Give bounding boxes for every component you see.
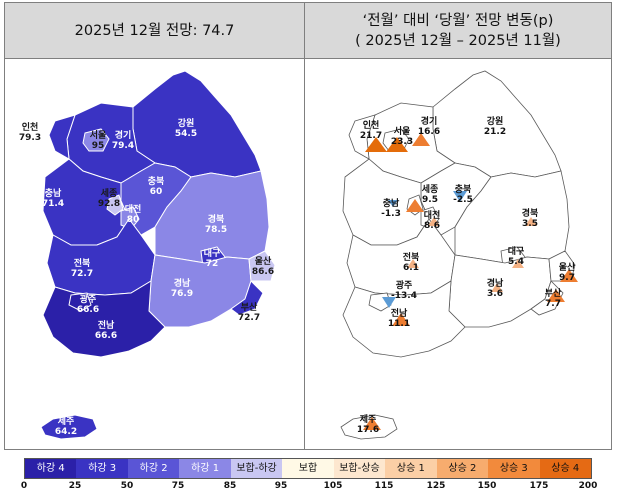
- label-daegu: 대구 72: [203, 249, 221, 269]
- legend-seg-rise-3: 상승 3: [488, 459, 540, 478]
- legend-seg-fall-3: 하강 3: [76, 459, 128, 478]
- label-change-busan: 부산 7.7: [544, 289, 562, 309]
- label-change-ulsan: 울산 9.7: [558, 263, 576, 283]
- legend-tick: 75: [171, 481, 185, 491]
- region-seoul: [82, 128, 110, 152]
- legend-tick: 115: [374, 481, 394, 491]
- legend-tick: 25: [68, 481, 82, 491]
- legend-seg-fall-4: 하강 4: [25, 459, 77, 478]
- region-jeju: [40, 414, 98, 440]
- label-change-daejeon: 대전 8.6: [423, 211, 441, 231]
- label-daejeon: 대전 80: [124, 205, 142, 225]
- label-change-gangwon: 강원 21.2: [483, 117, 507, 137]
- outlook-labels: 인천 79.3 서울 95 경기 79.4 강원 54.5 충북 60 충남 71.4 세종…: [5, 59, 305, 449]
- change-map: [305, 59, 611, 449]
- up-arrow-icon: [560, 269, 578, 282]
- label-chungbuk: 충북 60: [147, 177, 165, 197]
- label-busan: 부산 72.7: [237, 303, 261, 323]
- legend-tick: 150: [477, 481, 497, 491]
- label-change-seoul: 서울 23.3: [390, 127, 414, 147]
- down-arrow-icon: [388, 200, 398, 207]
- label-change-gyeongnam: 경남 3.6: [486, 279, 504, 299]
- label-gyeonggi: 경기 79.4: [111, 131, 135, 151]
- outlook-map-svg: [40, 70, 276, 440]
- left-title: 2025년 12월 전망: 74.7: [74, 22, 235, 39]
- label-change-daegu: 대구 5.4: [507, 247, 525, 267]
- up-arrow-icon: [525, 217, 537, 226]
- legend-tick: 105: [323, 481, 343, 491]
- label-chungnam: 충남 71.4: [41, 189, 65, 209]
- legend-seg-fall-1: 하강 1: [179, 459, 231, 478]
- up-arrow-icon: [512, 259, 524, 268]
- label-change-gyeongbuk: 경북 3.5: [521, 209, 539, 229]
- label-sejong: 세종 92.8: [97, 189, 121, 209]
- up-arrow-icon: [392, 313, 410, 326]
- down-arrow-icon: [382, 297, 396, 308]
- label-change-jeju: 제주 17.6: [356, 415, 380, 435]
- label-jeonnam: 전남 66.6: [94, 321, 118, 341]
- legend-seg-flat-fall: 보합-하강: [230, 459, 283, 478]
- legend-tick: 200: [578, 481, 598, 491]
- up-arrow-icon: [363, 417, 381, 430]
- up-arrow-icon: [407, 259, 419, 268]
- legend-ticks: 0 25 50 75 85 95 105 115 125 150 175 200: [0, 481, 617, 495]
- label-jeju: 제주 64.2: [54, 417, 78, 437]
- up-arrow-icon: [386, 137, 408, 152]
- color-legend: 하강 4 하강 3 하강 2 하강 1 보합-하강 보합 보합-상승 상승 1 …: [24, 458, 592, 479]
- right-title-line1: ‘전월’ 대비 ‘당월’ 전망 변동(p): [362, 12, 554, 29]
- legend-tick: 175: [529, 481, 549, 491]
- down-arrow-icon: [453, 191, 467, 202]
- label-incheon: 인천 79.3: [18, 123, 42, 143]
- legend-tick: 85: [223, 481, 237, 491]
- label-ulsan: 울산 86.6: [251, 257, 275, 277]
- label-change-gyeonggi: 경기 16.6: [417, 117, 441, 137]
- legend-tick: 0: [20, 481, 28, 491]
- label-change-jeonbuk: 전북 6.1: [402, 253, 420, 273]
- label-change-incheon: 인천 21.7: [359, 121, 383, 141]
- legend-seg-flat-rise: 보합-상승: [333, 459, 386, 478]
- up-arrow-icon: [365, 137, 387, 152]
- label-change-chungbuk: 충북 -2.5: [453, 185, 473, 205]
- up-arrow-icon: [428, 217, 440, 226]
- figure-frame: 2025년 12월 전망: 74.7 ‘전월’ 대비 ‘당월’ 전망 변동(p)…: [4, 2, 612, 450]
- right-title-line2: ( 2025년 12월 – 2025년 11월): [355, 32, 561, 49]
- change-map-svg: [340, 70, 576, 440]
- legend-seg-rise-1: 상승 1: [385, 459, 437, 478]
- legend-tick: 125: [426, 481, 446, 491]
- change-labels: 인천 21.7 서울 23.3 경기 16.6 강원 21.2 세종 9.5 충북 -2.5…: [305, 59, 611, 449]
- region-ulsan: [248, 250, 276, 282]
- up-arrow-icon: [547, 289, 565, 302]
- label-gyeongbuk: 경북 78.5: [204, 215, 228, 235]
- region-sejong: [106, 194, 124, 216]
- region-gwangju: [68, 292, 92, 312]
- legend-seg-flat: 보합: [282, 459, 334, 478]
- up-arrow-icon: [491, 283, 503, 292]
- label-change-jeonnam: 전남 11.1: [387, 309, 411, 329]
- legend-seg-fall-2: 하강 2: [127, 459, 180, 478]
- up-arrow-icon: [412, 133, 430, 146]
- legend-seg-rise-2: 상승 2: [436, 459, 489, 478]
- label-change-gwangju: 광주 -13.4: [391, 281, 417, 301]
- legend-tick: 50: [120, 481, 134, 491]
- right-header: ‘전월’ 대비 ‘당월’ 전망 변동(p) ( 2025년 12월 – 2025…: [305, 3, 611, 59]
- region-busan: [230, 280, 264, 316]
- up-arrow-icon: [406, 199, 424, 212]
- label-jeonbuk: 전북 72.7: [70, 259, 94, 279]
- label-gangwon: 강원 54.5: [174, 119, 198, 139]
- label-gwangju: 광주 66.6: [76, 295, 100, 315]
- label-change-sejong: 세종 9.5: [421, 185, 439, 205]
- label-change-chungnam: 충남 -1.3: [381, 199, 401, 219]
- legend-tick: 95: [274, 481, 288, 491]
- legend-seg-rise-4: 상승 4: [539, 459, 591, 478]
- label-gyeongnam: 경남 76.9: [170, 279, 194, 299]
- left-header: 2025년 12월 전망: 74.7: [5, 3, 305, 59]
- label-seoul: 서울 95: [89, 131, 107, 151]
